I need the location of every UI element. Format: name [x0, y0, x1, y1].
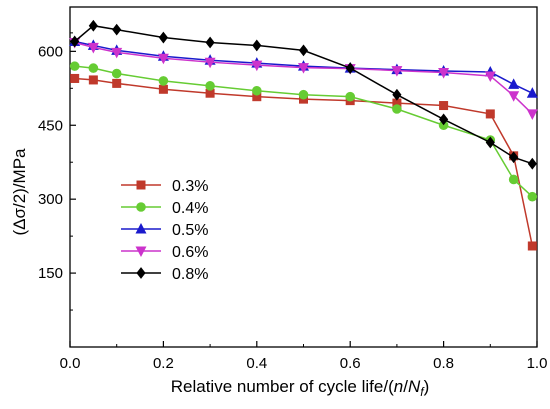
data-point	[527, 241, 537, 251]
data-point	[526, 87, 538, 98]
data-point	[88, 19, 98, 32]
legend-item-5: 0.8%	[121, 266, 208, 283]
data-point	[112, 78, 122, 88]
data-point	[205, 81, 215, 91]
data-point	[158, 76, 169, 86]
y-tick-label: 450	[38, 117, 63, 134]
data-point	[157, 53, 169, 65]
data-point	[345, 62, 355, 74]
data-point	[204, 57, 216, 69]
x-tick-label: 1.0	[527, 355, 548, 372]
data-point	[527, 157, 537, 170]
data-point	[485, 136, 495, 149]
x-axis-title-slash: /	[403, 377, 408, 396]
x-tick-label: 0.0	[60, 355, 81, 372]
x-tick-label: 0.2	[153, 355, 174, 372]
x-axis-title-subscript: f	[420, 385, 425, 399]
data-point	[88, 75, 98, 85]
series-group	[69, 19, 538, 251]
legend-marker	[136, 202, 146, 212]
data-point	[392, 88, 402, 101]
x-axis-title-n: n	[394, 377, 403, 396]
legend-label: 0.8%	[172, 266, 208, 283]
legend-label: 0.4%	[172, 200, 208, 217]
legend-item-3: 0.5%	[121, 222, 208, 239]
data-point	[508, 174, 519, 185]
data-point	[508, 91, 520, 102]
data-point	[111, 47, 123, 59]
x-axis-title-prefix: Relative number of cycle life/(	[171, 377, 394, 396]
data-point	[87, 42, 99, 54]
data-point	[70, 73, 80, 83]
data-point	[392, 104, 402, 114]
y-tick-label: 300	[38, 191, 63, 208]
legend-label: 0.3%	[172, 178, 208, 195]
y-axis-title: (Δσ/2)/MPa	[10, 148, 29, 236]
data-point	[69, 61, 80, 71]
data-point	[112, 23, 122, 36]
data-point	[298, 44, 309, 57]
data-point	[158, 84, 168, 94]
data-point	[439, 101, 449, 111]
data-point	[509, 151, 519, 164]
x-tick-label: 0.4	[246, 355, 267, 372]
data-point	[391, 66, 403, 77]
legend-marker	[135, 246, 147, 258]
legend: 0.3% 0.4% 0.5% 0.6% 0.8%	[121, 178, 208, 283]
data-point	[298, 89, 309, 100]
data-point	[205, 36, 215, 49]
legend-marker	[135, 222, 147, 234]
data-point	[251, 60, 263, 72]
x-axis-title-suffix: )	[424, 377, 430, 396]
legend-marker	[136, 180, 146, 190]
data-point	[485, 109, 495, 119]
y-tick-label: 600	[38, 43, 63, 60]
data-point	[88, 63, 99, 73]
data-point	[298, 63, 309, 74]
data-point	[158, 31, 168, 44]
data-point	[527, 191, 538, 202]
y-tick-label: 150	[38, 265, 63, 282]
legend-item-1: 0.3%	[121, 178, 208, 195]
x-tick-label: 0.6	[340, 355, 361, 372]
data-point	[251, 85, 262, 96]
data-point	[508, 78, 520, 89]
data-point	[484, 71, 496, 83]
x-axis-title: Relative number of cycle life/(n/Nf)	[171, 377, 429, 399]
data-point	[345, 91, 356, 102]
plot-area: 0.0 0.2 0.4 0.6 0.8 1.0 150 300 450 600	[38, 6, 548, 372]
series-5	[70, 19, 537, 170]
data-point	[438, 68, 450, 79]
legend-marker	[136, 267, 146, 279]
x-tick-label: 0.8	[433, 355, 454, 372]
legend-label: 0.6%	[172, 244, 208, 261]
data-point	[526, 109, 538, 120]
x-axis-title-N: N	[408, 377, 421, 396]
legend-item-2: 0.4%	[121, 200, 208, 217]
data-point	[252, 39, 262, 52]
data-point	[70, 35, 80, 48]
data-point	[111, 68, 122, 79]
legend-label: 0.5%	[172, 222, 208, 239]
data-point	[439, 113, 449, 126]
legend-item-4: 0.6%	[121, 244, 208, 261]
